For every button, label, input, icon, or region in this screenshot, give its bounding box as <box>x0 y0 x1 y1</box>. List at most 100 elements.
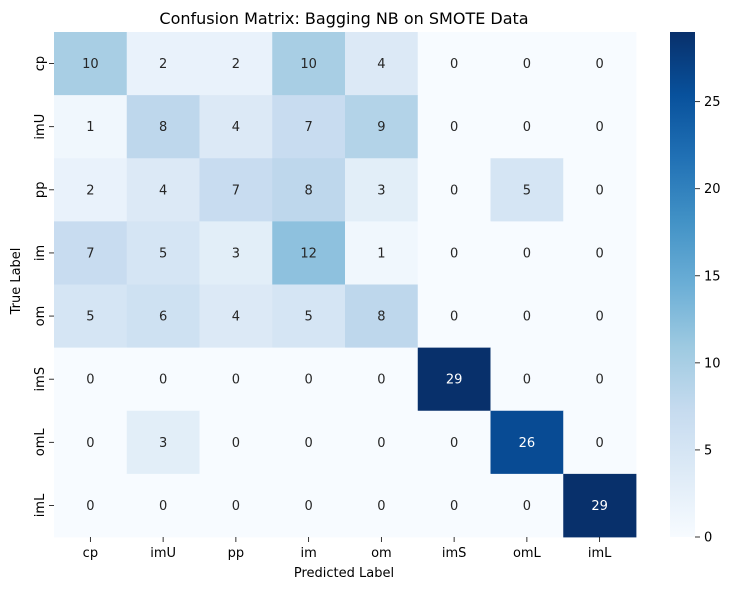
cell-cp-imS <box>417 32 491 96</box>
cell-omL-pp <box>199 410 273 475</box>
cell-imL-imU <box>126 473 200 538</box>
cell-value-label: 12 <box>300 246 317 261</box>
cell-value-label: 0 <box>86 436 94 451</box>
cell-value-label: 0 <box>450 310 458 325</box>
cell-imU-imU <box>126 95 200 159</box>
cell-value-label: 0 <box>523 373 531 388</box>
cell-value-label: 0 <box>523 57 531 72</box>
cell-value-label: 0 <box>232 436 240 451</box>
cell-imS-omL <box>490 347 564 412</box>
cell-value-label: 10 <box>82 57 99 72</box>
colorbar-tick-label: 15 <box>704 269 721 284</box>
cell-value-label: 0 <box>304 499 312 514</box>
x-tick-label: im <box>300 546 316 561</box>
cell-omL-omL <box>490 410 564 475</box>
cell-value-label: 8 <box>304 183 312 198</box>
cell-value-label: 0 <box>450 120 458 135</box>
y-tick-label: pp <box>33 182 48 199</box>
x-tick-label: imS <box>442 546 467 561</box>
cell-pp-omL <box>490 158 564 222</box>
cell-im-pp <box>199 221 273 285</box>
cell-imL-imS <box>417 473 491 538</box>
cell-value-label: 0 <box>523 120 531 135</box>
cell-omL-im <box>272 410 346 475</box>
cell-imU-cp <box>54 95 128 159</box>
cell-omL-imU <box>126 410 200 475</box>
cell-value-label: 0 <box>523 246 531 261</box>
cell-value-label: 0 <box>304 373 312 388</box>
cell-om-om <box>345 284 419 349</box>
cell-value-label: 0 <box>523 499 531 514</box>
cell-imS-imS <box>417 347 491 412</box>
cell-imU-omL <box>490 95 564 159</box>
cell-om-im <box>272 284 346 349</box>
cell-cp-pp <box>199 32 273 96</box>
cell-imS-imL <box>563 347 637 412</box>
cell-value-label: 2 <box>159 57 167 72</box>
cell-om-cp <box>54 284 128 349</box>
cell-imS-cp <box>54 347 128 412</box>
cell-imU-im <box>272 95 346 159</box>
cell-value-label: 0 <box>232 499 240 514</box>
cell-imL-pp <box>199 473 273 538</box>
cell-im-omL <box>490 221 564 285</box>
cell-imL-cp <box>54 473 128 538</box>
cell-value-label: 3 <box>159 436 167 451</box>
cell-omL-imS <box>417 410 491 475</box>
cell-value-label: 29 <box>446 373 463 388</box>
colorbar-tick-label: 20 <box>704 182 721 197</box>
cell-om-omL <box>490 284 564 349</box>
cell-value-label: 26 <box>519 436 536 451</box>
cell-cp-om <box>345 32 419 96</box>
y-tick-label: imL <box>33 493 48 517</box>
cell-value-label: 0 <box>595 246 603 261</box>
cell-cp-im <box>272 32 346 96</box>
cell-cp-cp <box>54 32 128 96</box>
cell-value-label: 0 <box>304 436 312 451</box>
cell-im-imU <box>126 221 200 285</box>
cell-imS-om <box>345 347 419 412</box>
cell-value-label: 5 <box>523 183 531 198</box>
cell-value-label: 0 <box>450 499 458 514</box>
cell-im-imL <box>563 221 637 285</box>
y-tick-label: om <box>33 306 48 327</box>
cell-value-label: 4 <box>159 183 167 198</box>
cell-omL-imL <box>563 410 637 475</box>
cell-imL-omL <box>490 473 564 538</box>
cell-value-label: 0 <box>595 373 603 388</box>
cell-value-label: 0 <box>450 183 458 198</box>
cell-value-label: 0 <box>595 120 603 135</box>
cell-imS-imU <box>126 347 200 412</box>
cell-cp-omL <box>490 32 564 96</box>
cell-omL-om <box>345 410 419 475</box>
cell-value-label: 0 <box>232 373 240 388</box>
cell-value-label: 0 <box>377 499 385 514</box>
cell-omL-cp <box>54 410 128 475</box>
y-tick-label: imS <box>33 367 48 392</box>
cell-value-label: 4 <box>377 57 385 72</box>
cell-value-label: 0 <box>450 57 458 72</box>
y-axis: cp imU pp im om imS omL imL <box>33 56 54 517</box>
cell-value-label: 1 <box>86 120 94 135</box>
cell-im-imS <box>417 221 491 285</box>
cell-imL-im <box>272 473 346 538</box>
colorbar-tick-label: 10 <box>704 356 721 371</box>
y-tick-label: cp <box>33 56 48 71</box>
colorbar-tick-label: 25 <box>704 95 721 110</box>
cell-pp-imS <box>417 158 491 222</box>
cell-value-label: 9 <box>377 120 385 135</box>
cell-imL-om <box>345 473 419 538</box>
cell-value-label: 0 <box>159 499 167 514</box>
cell-om-imL <box>563 284 637 349</box>
cell-value-label: 7 <box>86 246 94 261</box>
y-axis-label: True Label <box>9 248 24 316</box>
cell-imS-pp <box>199 347 273 412</box>
cell-imU-om <box>345 95 419 159</box>
colorbar-tick-label: 0 <box>704 531 712 546</box>
cell-value-label: 4 <box>232 120 240 135</box>
cell-imS-im <box>272 347 346 412</box>
cell-value-label: 10 <box>300 57 317 72</box>
y-tick-label: im <box>33 245 48 261</box>
cell-pp-om <box>345 158 419 222</box>
